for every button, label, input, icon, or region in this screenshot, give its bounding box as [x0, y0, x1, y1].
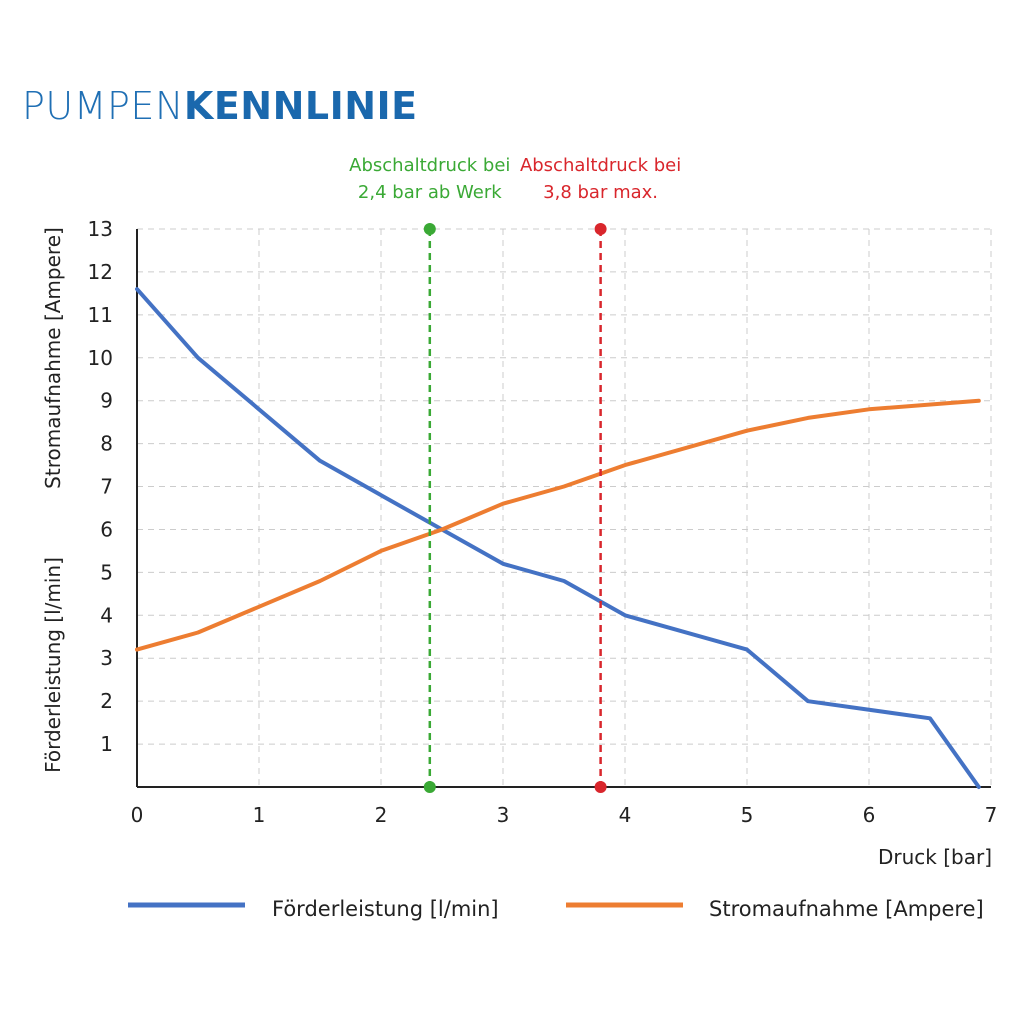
y-tick-label: 10 [88, 346, 113, 370]
shutoff-marker-top-dot [423, 223, 436, 235]
shutoff-annotation-line1: Abschaltdruck bei [349, 155, 510, 176]
markers: Abschaltdruck bei 2,4 bar ab Werk Abschalt… [349, 155, 681, 793]
series-line-current [135, 398, 981, 652]
axis-labels: Stromaufnahme [Ampere] Förderleistung [l… [41, 227, 992, 869]
shutoff-marker-bottom-dot [594, 781, 607, 793]
shutoff-marker-top-dot [594, 223, 607, 235]
y-tick-label: 11 [88, 303, 113, 327]
title-light: PUMPEN [22, 84, 184, 128]
y-axis-label-current: Stromaufnahme [Ampere] [41, 227, 65, 489]
y-tick-label: 4 [100, 603, 113, 627]
x-tick-label: 4 [619, 803, 632, 827]
shutoff-annotation-line2: 2,4 bar ab Werk [358, 182, 502, 203]
grid [137, 228, 992, 787]
y-tick-label: 8 [100, 432, 113, 456]
x-tick-label: 2 [375, 803, 388, 827]
shutoff-annotation-line1: Abschaltdruck bei [520, 155, 681, 176]
y-tick-label: 9 [100, 389, 113, 413]
x-tick-label: 7 [985, 803, 998, 827]
legend-label-flow: Förderleistung [l/min] [272, 897, 499, 921]
x-tick-label: 3 [497, 803, 510, 827]
shutoff-annotation-line2: 3,8 bar max. [543, 182, 658, 203]
axes [136, 229, 991, 788]
chart-title: PUMPENKENNLINIE [22, 84, 418, 128]
legend-label-current: Stromaufnahme [Ampere] [709, 897, 984, 921]
y-axis-label-flow: Förderleistung [l/min] [41, 557, 65, 773]
x-axis-label: Druck [bar] [878, 845, 992, 869]
x-tick-label: 6 [863, 803, 876, 827]
y-tick-label: 13 [88, 217, 113, 241]
series [135, 287, 981, 789]
y-tick-label: 3 [100, 646, 113, 670]
title-bold: KENNLINIE [183, 84, 418, 128]
x-tick-label: 0 [131, 803, 144, 827]
series-line-flow [135, 287, 981, 789]
y-tick-label: 1 [100, 732, 113, 756]
y-tick-label: 12 [88, 260, 113, 284]
legend: Förderleistung [l/min] Stromaufnahme [Am… [128, 897, 984, 921]
y-tick-label: 7 [100, 475, 113, 499]
x-tick-label: 1 [253, 803, 266, 827]
y-tick-label: 5 [100, 560, 113, 584]
y-tick-label: 6 [100, 517, 113, 541]
shutoff-marker-bottom-dot [423, 781, 436, 793]
x-tick-label: 5 [741, 803, 754, 827]
y-tick-label: 2 [100, 689, 113, 713]
